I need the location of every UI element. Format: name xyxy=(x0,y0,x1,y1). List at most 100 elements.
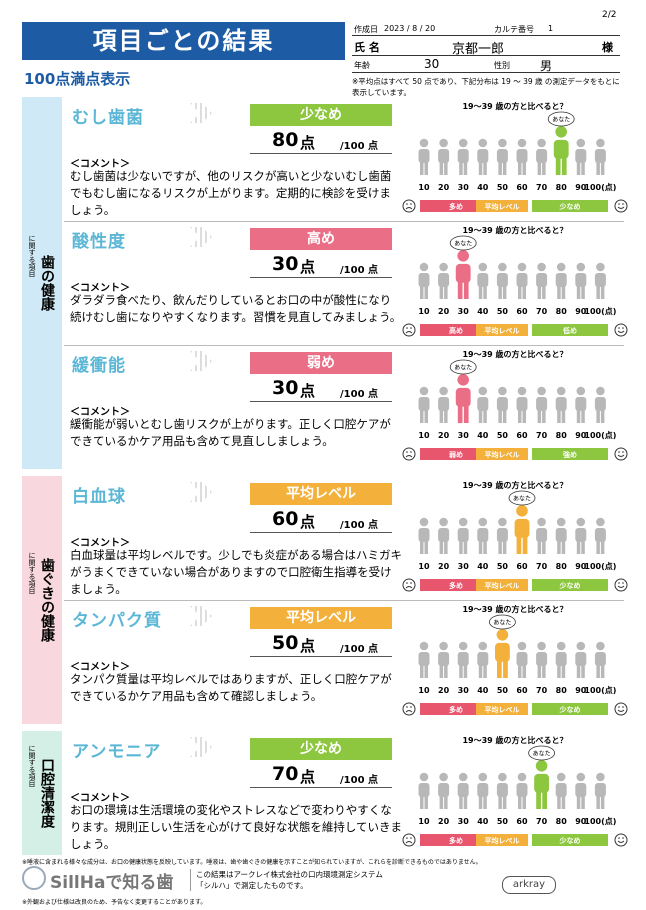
level-badge: 少なめ xyxy=(250,738,392,760)
comment: 白血球量は平均レベルです。少しでも炎症がある場合はハミガキがうまくできていない場… xyxy=(70,548,403,596)
person-leg xyxy=(420,796,424,809)
person-head xyxy=(419,641,429,651)
name-label: 氏 名 xyxy=(354,41,380,54)
person-body xyxy=(555,397,567,411)
person-head xyxy=(478,517,488,527)
person-leg xyxy=(536,791,541,809)
person-head xyxy=(478,386,488,396)
scale-label: 80 xyxy=(556,686,568,695)
chart-title: 19～39 歳の方と比べると？ xyxy=(462,480,567,490)
scale-label: 30 xyxy=(458,817,470,826)
person-head xyxy=(439,138,448,148)
person-body xyxy=(536,273,548,287)
face-eye xyxy=(410,582,412,584)
person-leg xyxy=(444,286,448,299)
person-leg xyxy=(596,796,600,809)
scale-label: 10 xyxy=(418,686,430,695)
score: 30 xyxy=(272,377,299,399)
person-head xyxy=(419,386,429,396)
person-body xyxy=(534,773,550,793)
person-head xyxy=(498,772,507,782)
person-leg xyxy=(557,541,561,554)
scale-label: 40 xyxy=(477,686,489,695)
person-leg xyxy=(561,286,566,299)
person-leg xyxy=(483,541,487,554)
face-eye xyxy=(618,451,620,453)
person-head xyxy=(517,138,527,148)
comment: ダラダラ食べたり、飲んだりしているとお口の中が酸性になり続けむし歯になりやすくな… xyxy=(70,293,402,324)
chart-no: 1 xyxy=(548,24,554,33)
score: 30 xyxy=(272,253,299,275)
person-head xyxy=(517,262,527,272)
person-head xyxy=(556,517,566,527)
person-body xyxy=(418,149,430,163)
person-leg xyxy=(483,410,487,423)
scale-label: 80 xyxy=(556,562,568,571)
person-body xyxy=(438,397,450,411)
level-badge: 弱め xyxy=(250,352,392,374)
person-leg xyxy=(463,665,468,678)
person-leg xyxy=(522,536,528,554)
person-head xyxy=(419,772,429,782)
person-leg xyxy=(439,410,444,423)
person-head xyxy=(535,759,548,772)
person xyxy=(575,641,587,678)
scale-label: 30 xyxy=(458,183,470,192)
person-leg xyxy=(463,281,469,299)
person-body xyxy=(575,652,587,666)
person-head xyxy=(556,262,566,272)
bar-segment xyxy=(532,200,608,212)
person-leg xyxy=(537,665,542,678)
rule xyxy=(352,35,620,36)
you-label: あなた xyxy=(513,496,531,503)
level-badge: 少なめ xyxy=(250,104,392,126)
footer-note: ※外観および仕様は改良のため、予告なく変更することがあります。 xyxy=(22,899,207,906)
bar-label: 少なめ xyxy=(559,836,581,845)
person-leg xyxy=(439,541,444,554)
person-body xyxy=(438,528,450,542)
person-body xyxy=(477,783,489,797)
scale-label: 60 xyxy=(516,562,528,571)
person-body xyxy=(457,652,469,666)
item-name: アンモニア xyxy=(72,742,162,762)
person-leg xyxy=(424,541,428,554)
person-leg xyxy=(498,796,502,809)
logo: SillHaで知る歯 xyxy=(50,873,174,893)
person-leg xyxy=(600,286,605,299)
score-unit: 点 xyxy=(300,382,316,400)
person xyxy=(438,772,450,809)
person-head xyxy=(458,517,468,527)
item-name: 酸性度 xyxy=(72,232,126,252)
face-eye xyxy=(406,706,408,708)
face-eye xyxy=(406,582,408,584)
scale-label: 10 xyxy=(418,817,430,826)
person-head xyxy=(457,373,470,386)
face-eye xyxy=(618,582,620,584)
score: 50 xyxy=(272,632,299,654)
person-leg xyxy=(478,162,483,175)
person-leg xyxy=(522,796,526,809)
face xyxy=(402,323,416,337)
person-head xyxy=(537,138,546,148)
bar-label: 平均レベル xyxy=(485,202,520,211)
face-eye xyxy=(618,837,620,839)
score-unit: 点 xyxy=(300,258,316,276)
date-label: 作成日 xyxy=(354,25,378,34)
face-eye xyxy=(622,582,624,584)
person-leg xyxy=(561,157,567,175)
person xyxy=(494,628,510,678)
person-leg xyxy=(502,541,507,554)
level-badge: 平均レベル xyxy=(250,607,392,629)
comment-label: ＜コメント＞ xyxy=(70,662,130,673)
person xyxy=(555,262,567,299)
score-max: /100 点 xyxy=(340,141,379,152)
scale-label: 70 xyxy=(536,431,548,440)
you-bubble xyxy=(449,359,477,375)
person xyxy=(575,138,587,175)
person-head xyxy=(596,138,605,148)
person-body xyxy=(457,783,469,797)
face-mouth xyxy=(617,840,625,843)
person-leg xyxy=(557,665,561,678)
person-leg xyxy=(459,665,463,678)
person-leg xyxy=(581,286,585,299)
